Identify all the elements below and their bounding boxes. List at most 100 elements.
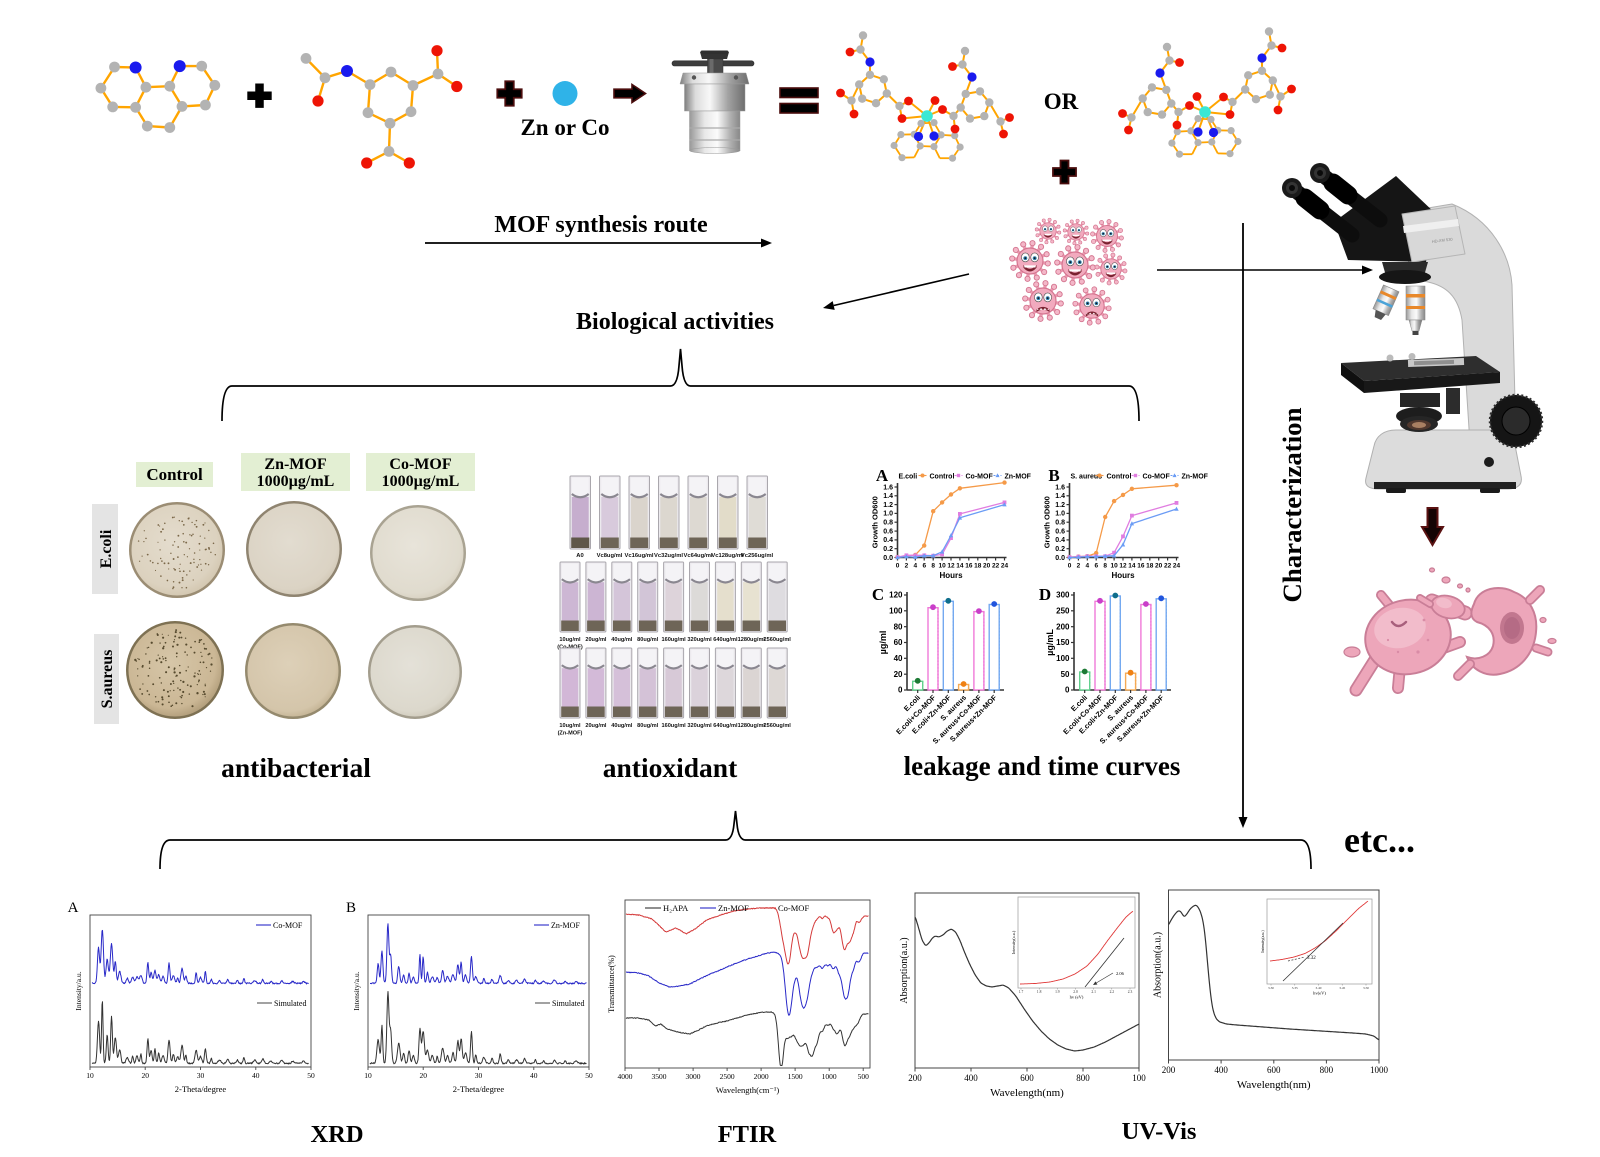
svg-text:60: 60 bbox=[894, 638, 903, 647]
svg-text:10: 10 bbox=[86, 1071, 94, 1080]
svg-text:Biological activities: Biological activities bbox=[576, 309, 774, 335]
svg-text:3000: 3000 bbox=[686, 1072, 701, 1081]
svg-text:Characterization: Characterization bbox=[1277, 407, 1307, 602]
svg-text:22: 22 bbox=[1164, 563, 1172, 570]
svg-text:Co-MOF: Co-MOF bbox=[389, 456, 451, 473]
svg-text:600: 600 bbox=[1267, 1065, 1281, 1075]
svg-text:80ug/ml: 80ug/ml bbox=[637, 723, 659, 729]
svg-text:A0: A0 bbox=[576, 553, 583, 559]
svg-text:30: 30 bbox=[197, 1071, 205, 1080]
svg-text:1280ug/ml: 1280ug/ml bbox=[738, 723, 766, 729]
svg-text:hv (eV): hv (eV) bbox=[1070, 995, 1084, 1000]
svg-text:Control: Control bbox=[1107, 474, 1132, 481]
svg-text:1.8: 1.8 bbox=[1037, 990, 1042, 994]
svg-text:µg/ml: µg/ml bbox=[878, 631, 888, 655]
svg-text:14: 14 bbox=[956, 563, 964, 570]
svg-text:20: 20 bbox=[142, 1071, 150, 1080]
svg-text:OR: OR bbox=[1044, 89, 1079, 114]
svg-text:Wavelength(nm): Wavelength(nm) bbox=[990, 1087, 1064, 1099]
svg-text:120: 120 bbox=[889, 591, 903, 600]
svg-text:Zn-MOF: Zn-MOF bbox=[264, 456, 326, 473]
svg-text:100: 100 bbox=[889, 606, 903, 615]
svg-text:Absorption(a.u.): Absorption(a.u.) bbox=[899, 937, 910, 1003]
svg-text:Transmittance(%): Transmittance(%) bbox=[607, 955, 616, 1013]
svg-text:800: 800 bbox=[1076, 1073, 1090, 1083]
svg-text:320ug/ml: 320ug/ml bbox=[687, 637, 712, 643]
svg-text:10ug/ml: 10ug/ml bbox=[559, 723, 581, 729]
svg-text:Simulated: Simulated bbox=[552, 999, 584, 1008]
svg-text:1000µg/mL: 1000µg/mL bbox=[257, 473, 335, 490]
svg-text:3.30: 3.30 bbox=[1268, 986, 1274, 990]
svg-text:Zn-MOF: Zn-MOF bbox=[1005, 474, 1032, 481]
svg-text:Intensity/a.u.: Intensity/a.u. bbox=[352, 971, 361, 1010]
svg-text:0.2: 0.2 bbox=[883, 546, 893, 553]
svg-text:XRD: XRD bbox=[310, 1121, 363, 1148]
svg-text:16: 16 bbox=[965, 563, 973, 570]
svg-text:24: 24 bbox=[1173, 563, 1181, 570]
svg-text:B: B bbox=[346, 900, 356, 916]
svg-text:20ug/ml: 20ug/ml bbox=[585, 637, 607, 643]
svg-text:Intensity/a.u.: Intensity/a.u. bbox=[74, 971, 83, 1010]
svg-text:2.1: 2.1 bbox=[1091, 990, 1096, 994]
svg-text:A: A bbox=[68, 900, 79, 916]
svg-text:0.6: 0.6 bbox=[883, 528, 893, 535]
svg-text:22: 22 bbox=[992, 563, 1000, 570]
svg-text:0.8: 0.8 bbox=[883, 520, 893, 527]
svg-text:4: 4 bbox=[1086, 563, 1090, 570]
svg-text:2-Theta/degree: 2-Theta/degree bbox=[175, 1084, 227, 1094]
svg-text:40: 40 bbox=[530, 1071, 538, 1080]
svg-text:Control: Control bbox=[146, 465, 203, 484]
svg-text:1500: 1500 bbox=[788, 1072, 803, 1081]
svg-text:600: 600 bbox=[1020, 1073, 1034, 1083]
svg-text:0.2: 0.2 bbox=[1055, 546, 1065, 553]
svg-text:40ug/ml: 40ug/ml bbox=[611, 637, 633, 643]
svg-text:Co-MOF: Co-MOF bbox=[966, 474, 994, 481]
svg-text:Vc64ug/ml: Vc64ug/ml bbox=[684, 553, 713, 559]
svg-text:10ug/ml: 10ug/ml bbox=[559, 637, 581, 643]
svg-text:1000µg/mL: 1000µg/mL bbox=[382, 473, 460, 490]
svg-text:1000: 1000 bbox=[822, 1072, 837, 1081]
svg-text:Simulated: Simulated bbox=[274, 999, 306, 1008]
svg-text:4000: 4000 bbox=[618, 1072, 633, 1081]
svg-text:2.0: 2.0 bbox=[1073, 990, 1078, 994]
svg-text:Wavelength(nm): Wavelength(nm) bbox=[1237, 1079, 1311, 1091]
svg-text:0: 0 bbox=[1065, 686, 1070, 695]
svg-text:Intensity(a.u.): Intensity(a.u.) bbox=[1011, 930, 1016, 954]
svg-text:160ug/ml: 160ug/ml bbox=[661, 723, 686, 729]
svg-text:24: 24 bbox=[1001, 563, 1009, 570]
svg-text:20: 20 bbox=[420, 1071, 428, 1080]
svg-text:2: 2 bbox=[905, 563, 909, 570]
svg-text:8: 8 bbox=[931, 563, 935, 570]
svg-text:20: 20 bbox=[1155, 563, 1163, 570]
svg-text:80ug/ml: 80ug/ml bbox=[637, 637, 659, 643]
svg-text:2.3: 2.3 bbox=[1128, 990, 1133, 994]
svg-text:1.0: 1.0 bbox=[1055, 511, 1065, 518]
svg-text:2560ug/ml: 2560ug/ml bbox=[764, 637, 792, 643]
svg-text:0: 0 bbox=[1068, 563, 1072, 570]
svg-text:1.7: 1.7 bbox=[1019, 990, 1024, 994]
svg-text:640ug/ml: 640ug/ml bbox=[713, 637, 738, 643]
svg-text:Absorption(a.u.): Absorption(a.u.) bbox=[1153, 932, 1164, 998]
svg-text:Wavelength(cm⁻¹): Wavelength(cm⁻¹) bbox=[716, 1085, 780, 1095]
svg-text:0: 0 bbox=[896, 563, 900, 570]
svg-text:E.coli: E.coli bbox=[899, 474, 918, 481]
svg-text:2000: 2000 bbox=[754, 1072, 769, 1081]
svg-text:µg/mL: µg/mL bbox=[1045, 629, 1055, 656]
svg-text:10: 10 bbox=[1110, 563, 1118, 570]
svg-text:50: 50 bbox=[1061, 670, 1070, 679]
svg-text:40: 40 bbox=[252, 1071, 260, 1080]
svg-text:Hours: Hours bbox=[1111, 571, 1135, 580]
svg-text:Vc32ug/ml: Vc32ug/ml bbox=[654, 553, 683, 559]
svg-text:1.6: 1.6 bbox=[883, 484, 893, 491]
svg-text:200: 200 bbox=[908, 1073, 922, 1083]
svg-text:14: 14 bbox=[1128, 563, 1136, 570]
svg-text:1.6: 1.6 bbox=[1055, 484, 1065, 491]
svg-text:3.40: 3.40 bbox=[1316, 986, 1322, 990]
svg-text:80: 80 bbox=[894, 622, 903, 631]
svg-text:Zn-MOF: Zn-MOF bbox=[718, 903, 749, 913]
svg-text:2.2: 2.2 bbox=[1110, 990, 1115, 994]
svg-text:100: 100 bbox=[1056, 654, 1070, 663]
svg-text:E.coli: E.coli bbox=[98, 529, 115, 568]
svg-text:500: 500 bbox=[858, 1072, 870, 1081]
svg-text:20: 20 bbox=[894, 670, 903, 679]
